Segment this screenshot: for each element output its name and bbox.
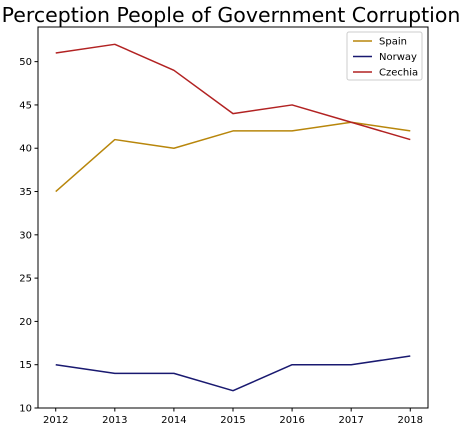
series-line-norway [56,356,411,391]
y-tick-label: 50 [19,57,32,68]
legend-label-norway: Norway [379,52,417,63]
series-layer [56,44,411,390]
y-tick-label: 25 [19,274,32,285]
y-tick-label: 45 [19,100,32,111]
x-tick-label: 2018 [398,415,423,426]
chart-title: Perception People of Government Corrupti… [2,3,461,27]
series-line-spain [56,122,411,191]
x-tick-label: 2014 [161,415,186,426]
y-tick-label: 15 [19,360,32,371]
plot-frame [38,27,428,408]
x-tick-label: 2017 [338,415,363,426]
y-tick-label: 10 [19,404,32,415]
y-tick-label: 20 [19,317,32,328]
x-tick-label: 2015 [220,415,245,426]
x-tick-label: 2016 [279,415,304,426]
x-tick-label: 2012 [43,415,68,426]
y-tick-label: 30 [19,230,32,241]
x-tick-label: 2013 [102,415,127,426]
y-tick-label: 40 [19,144,32,155]
y-tick-label: 35 [19,187,32,198]
y-axis: 10 15 20 25 30 35 40 45 50 [19,57,38,414]
x-axis: 2012 2013 2014 2015 2016 2017 2018 [43,408,423,426]
legend-label-czechia: Czechia [379,68,418,79]
legend: Spain Norway Czechia [347,32,422,80]
legend-label-spain: Spain [379,37,407,48]
